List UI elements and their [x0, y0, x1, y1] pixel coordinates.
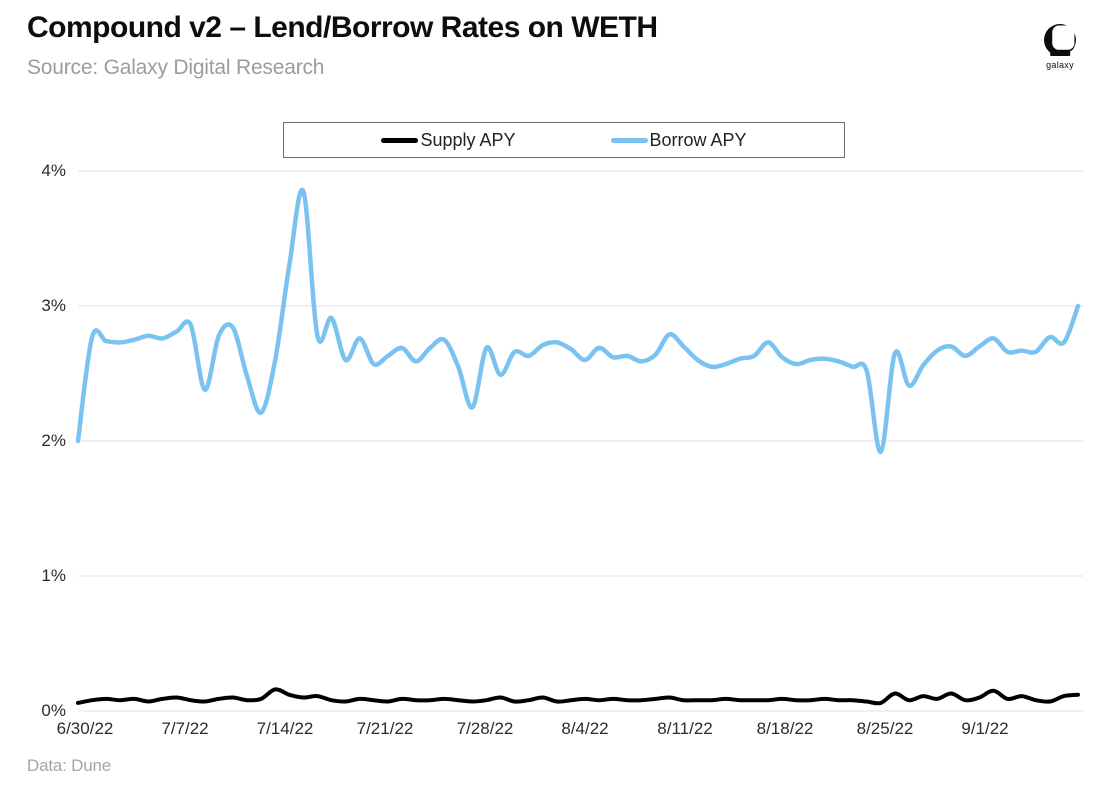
borrow-line-swatch — [610, 137, 648, 143]
y-axis-label: 3% — [41, 296, 66, 315]
logo-wordmark: galaxy — [1046, 60, 1074, 70]
x-axis-label: 6/30/22 — [56, 719, 114, 738]
galaxy-logo: galaxy — [1038, 24, 1082, 70]
legend: Supply APY Borrow APY — [283, 122, 845, 158]
data-credit: Data: Dune — [27, 756, 111, 775]
legend-item-borrow[interactable]: Borrow APY — [610, 129, 747, 151]
chart-source: Source: Galaxy Digital Research — [27, 56, 325, 79]
x-axis-label: 8/25/22 — [856, 719, 914, 738]
y-axis-label: 0% — [41, 701, 66, 720]
legend-item-supply[interactable]: Supply APY — [381, 129, 516, 151]
x-axis-label: 9/1/22 — [961, 719, 1009, 738]
x-axis-label: 7/21/22 — [356, 719, 414, 738]
x-axis-label: 8/4/22 — [561, 719, 609, 738]
galaxy-helmet-icon — [1043, 24, 1077, 57]
borrow-apy-line — [75, 187, 1081, 455]
y-axis-label: 1% — [41, 566, 66, 585]
x-axis-label: 7/28/22 — [456, 719, 514, 738]
y-axis-label: 2% — [41, 431, 66, 450]
legend-label-supply: Supply APY — [420, 129, 516, 150]
legend-label-borrow: Borrow APY — [649, 129, 747, 150]
x-axis-label: 8/18/22 — [756, 719, 814, 738]
x-axis-label: 7/14/22 — [256, 719, 314, 738]
supply-line-swatch — [381, 137, 419, 143]
x-axis-label: 8/11/22 — [657, 719, 713, 738]
y-axis-label: 4% — [41, 161, 66, 180]
supply-apy-line — [76, 687, 1080, 706]
chart-title: Compound v2 – Lend/Borrow Rates on WETH — [27, 11, 658, 44]
x-axis-label: 7/7/22 — [161, 719, 209, 738]
